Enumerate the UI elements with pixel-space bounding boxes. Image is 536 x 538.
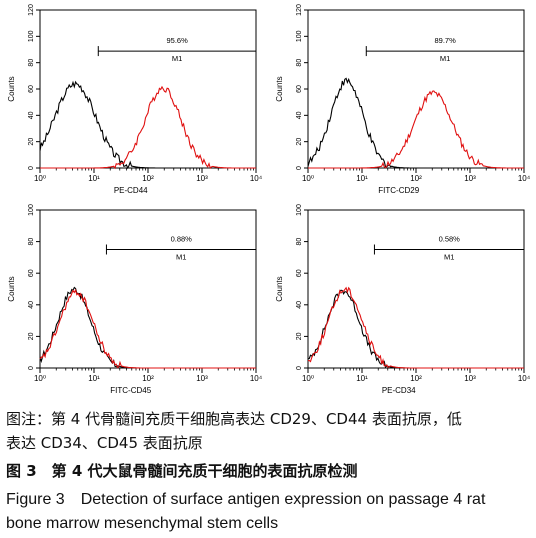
x-axis-label: FITC-CD29	[378, 186, 419, 195]
x-tick-label: 10³	[196, 174, 208, 183]
plot-frame	[39, 9, 257, 169]
x-tick-label: 10¹	[356, 174, 368, 183]
stained-sample-curve	[39, 288, 256, 369]
y-tick-label: 100	[28, 204, 35, 216]
x-tick-label: 10²	[142, 174, 154, 183]
figure-title-chinese: 图 3 第 4 代大鼠骨髓间充质干细胞的表面抗原检测	[6, 462, 358, 480]
x-tick-label: 10⁴	[518, 174, 531, 183]
marker-percent-label: 0.58%	[439, 235, 461, 244]
x-tick-label: 10⁰	[34, 374, 46, 383]
x-tick-label: 10²	[410, 374, 422, 383]
stained-sample-curve	[308, 90, 524, 169]
stained-sample-curve	[40, 85, 256, 170]
x-tick-label: 10³	[196, 374, 208, 383]
x-axis-label: PE-CD44	[114, 186, 148, 195]
y-tick-label: 120	[296, 4, 303, 16]
marker-percent-label: 95.6%	[166, 36, 188, 45]
y-tick-label: 60	[28, 85, 35, 93]
stained-sample-curve	[308, 286, 524, 369]
x-tick-label: 10¹	[88, 374, 100, 383]
y-tick-label: 80	[296, 59, 303, 67]
figure-title-english-line-2: bone marrow mesenchymal stem cells	[6, 515, 279, 532]
y-axis-label: Counts	[7, 276, 16, 301]
y-tick-label: 20	[28, 138, 35, 146]
y-axis-label: Counts	[275, 76, 284, 101]
y-axis-label: Counts	[275, 276, 284, 301]
y-tick-label: 0	[296, 166, 303, 170]
isotype-control-curve	[39, 286, 256, 369]
marker-percent-label: 89.7%	[434, 36, 456, 45]
y-tick-label: 80	[28, 59, 35, 67]
y-tick-label: 60	[28, 269, 35, 277]
figure-panels: 0 20 40 60 80 100 120 Counts 10⁰ 10¹ 10² 10³ 10⁴ PE-C…	[7, 4, 531, 395]
y-tick-label: 40	[28, 111, 35, 119]
x-tick-label: 10²	[410, 174, 422, 183]
x-tick-label: 10³	[464, 174, 476, 183]
y-tick-label: 0	[296, 366, 303, 370]
plot-frame	[307, 209, 525, 369]
y-tick-label: 60	[296, 269, 303, 277]
x-tick-label: 10⁴	[518, 374, 531, 383]
x-axis-label: PE-CD34	[382, 386, 416, 395]
x-tick-label: 10⁴	[250, 374, 263, 383]
y-tick-label: 60	[296, 85, 303, 93]
x-axis-label: FITC-CD45	[110, 386, 151, 395]
y-tick-label: 100	[296, 30, 303, 42]
caption-note-line-1: 图注：第 4 代骨髓间充质干细胞高表达 CD29、CD44 表面抗原，低	[6, 410, 462, 428]
x-tick-label: 10¹	[356, 374, 368, 383]
marker-percent-label: 0.88%	[171, 235, 193, 244]
marker-label: M1	[172, 54, 182, 63]
x-tick-label: 10⁰	[34, 174, 46, 183]
y-tick-label: 20	[296, 138, 303, 146]
y-tick-label: 100	[28, 30, 35, 42]
y-tick-label: 40	[296, 301, 303, 309]
histogram-panel-cd44: 0 20 40 60 80 100 120 Counts 10⁰ 10¹ 10² 10³ 10⁴ PE-C…	[7, 4, 263, 195]
y-tick-label: 20	[28, 332, 35, 340]
isotype-control-curve	[39, 80, 256, 170]
y-tick-label: 120	[28, 4, 35, 16]
y-tick-label: 100	[296, 204, 303, 216]
y-tick-label: 80	[296, 238, 303, 246]
x-tick-label: 10⁰	[302, 174, 314, 183]
y-axis-label: Counts	[7, 76, 16, 101]
marker-label: M1	[440, 54, 450, 63]
x-tick-label: 10¹	[88, 174, 100, 183]
y-tick-label: 0	[28, 366, 35, 370]
y-tick-label: 20	[296, 332, 303, 340]
y-tick-label: 40	[296, 111, 303, 119]
marker-label: M1	[444, 253, 454, 262]
figure-title-english-line-1: Figure 3 Detection of surface antigen ex…	[6, 491, 486, 508]
histogram-panel-cd34: 0 20 40 60 80 100 Counts 10⁰ 10¹ 10² 10³ 10⁴ PE-CD34…	[275, 204, 531, 395]
x-tick-label: 10⁰	[302, 374, 314, 383]
y-tick-label: 80	[28, 238, 35, 246]
caption-note-line-2: 表达 CD34、CD45 表面抗原	[6, 434, 203, 452]
y-tick-label: 40	[28, 301, 35, 309]
x-tick-label: 10²	[142, 374, 154, 383]
y-tick-label: 0	[28, 166, 35, 170]
plot-frame	[39, 209, 257, 369]
x-tick-label: 10⁴	[250, 174, 263, 183]
x-tick-label: 10³	[464, 374, 476, 383]
marker-label: M1	[176, 253, 186, 262]
histogram-panel-cd29: 0 20 40 60 80 100 120 Counts 10⁰ 10¹ 10² 10³ 10⁴ FITC…	[275, 4, 531, 195]
histogram-panel-cd45: 0 20 40 60 80 100 Counts 10⁰ 10¹ 10² 10³ 10⁴ FITC-CD…	[7, 204, 263, 395]
isotype-control-curve	[307, 77, 524, 169]
isotype-control-curve	[307, 289, 524, 369]
